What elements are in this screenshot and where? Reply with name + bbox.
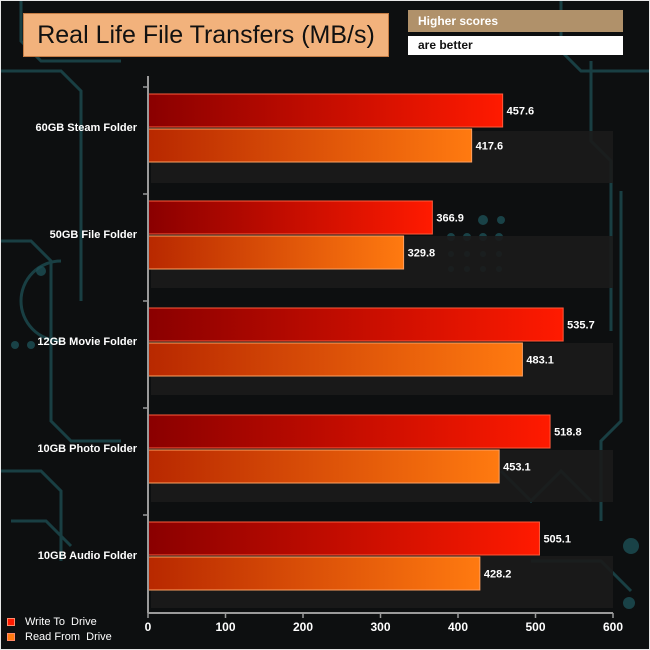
value-label-write-12gb-movie-folder: 535.7 <box>567 320 595 332</box>
value-label-read-10gb-audio-folder: 428.2 <box>484 569 512 581</box>
bar-read-10gb-photo-folder <box>147 449 500 484</box>
value-label-read-60gb-steam-folder: 417.6 <box>476 141 504 153</box>
x-tick-label-100: 100 <box>215 620 235 634</box>
value-label-write-50gb-file-folder: 366.9 <box>436 213 464 225</box>
x-tick-label-600: 600 <box>603 620 623 634</box>
x-tick-label-200: 200 <box>293 620 313 634</box>
legend-label-read: Read From Drive <box>25 630 112 643</box>
category-label-12gb-movie-folder: 12GB Movie Folder <box>37 336 137 348</box>
category-label-60gb-steam-folder: 60GB Steam Folder <box>36 122 138 134</box>
category-label-50gb-file-folder: 50GB File Folder <box>50 229 138 241</box>
legend: Write To Drive Read From Drive <box>7 614 112 644</box>
axes-group <box>143 76 614 618</box>
labels-group: 457.6 417.6 60GB Steam Folder 366.9 329.8 50G… <box>36 106 624 635</box>
bars-group <box>147 93 564 591</box>
bar-read-12gb-movie-folder <box>147 342 523 377</box>
bar-write-10gb-audio-folder <box>147 521 540 556</box>
legend-swatch-read <box>7 632 15 641</box>
bar-write-50gb-file-folder <box>147 200 433 235</box>
note-higher-scores: Higher scores <box>408 10 623 32</box>
chart-title: Real Life File Transfers (MB/s) <box>37 20 375 49</box>
x-tick-label-300: 300 <box>370 620 390 634</box>
legend-item-read: Read From Drive <box>7 629 112 644</box>
note-are-better: are better <box>408 36 623 55</box>
value-label-read-10gb-photo-folder: 453.1 <box>503 462 531 474</box>
legend-label-write: Write To Drive <box>25 615 97 628</box>
value-label-read-50gb-file-folder: 329.8 <box>408 248 436 260</box>
bar-write-10gb-photo-folder <box>147 414 551 449</box>
x-tick-label-0: 0 <box>145 620 152 634</box>
legend-swatch-write <box>7 617 15 626</box>
value-label-write-10gb-audio-folder: 505.1 <box>543 534 571 546</box>
bar-write-12gb-movie-folder <box>147 307 564 342</box>
x-tick-label-400: 400 <box>448 620 468 634</box>
value-label-write-10gb-photo-folder: 518.8 <box>554 427 582 439</box>
x-tick-label-500: 500 <box>525 620 545 634</box>
category-label-10gb-photo-folder: 10GB Photo Folder <box>37 443 137 455</box>
value-label-write-60gb-steam-folder: 457.6 <box>507 106 535 118</box>
legend-item-write: Write To Drive <box>7 614 112 629</box>
bar-read-60gb-steam-folder <box>147 128 473 163</box>
value-label-read-12gb-movie-folder: 483.1 <box>526 355 554 367</box>
bar-write-60gb-steam-folder <box>147 93 504 128</box>
bar-read-50gb-file-folder <box>147 235 405 270</box>
bar-read-10gb-audio-folder <box>147 556 481 591</box>
category-label-10gb-audio-folder: 10GB Audio Folder <box>38 550 138 562</box>
chart-title-box: Real Life File Transfers (MB/s) <box>23 13 389 57</box>
